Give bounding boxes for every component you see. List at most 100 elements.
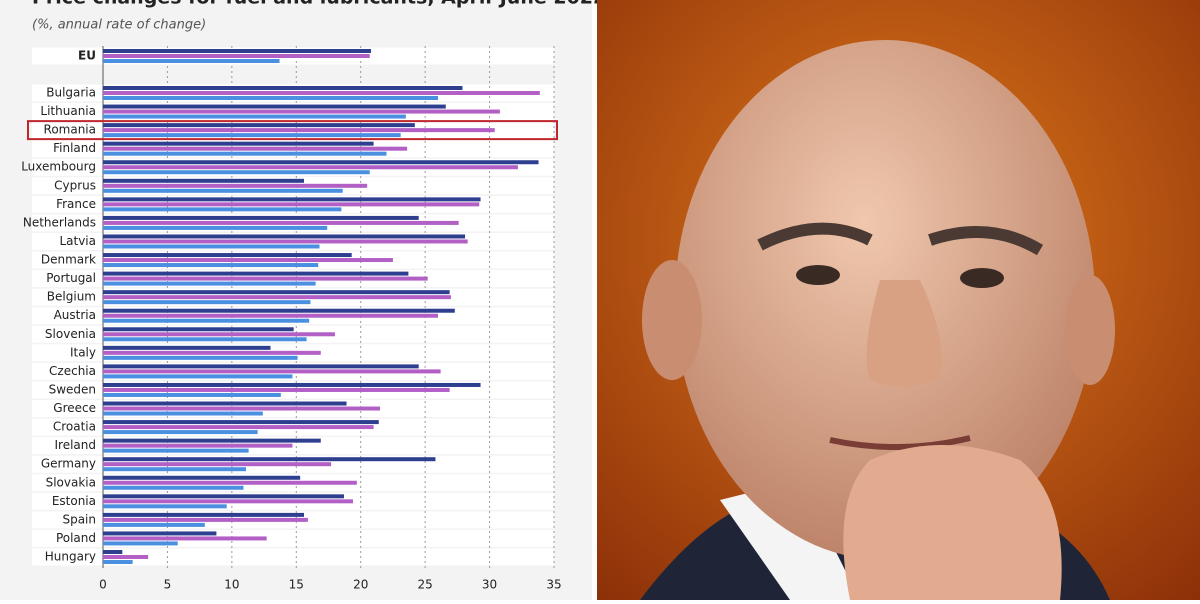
y-tick-label: Hungary	[45, 550, 96, 564]
y-tick-label: EU	[78, 49, 96, 63]
y-tick-label: Slovenia	[45, 327, 96, 341]
y-tick-label: Portugal	[46, 271, 96, 285]
bar	[103, 475, 301, 480]
bar	[103, 364, 419, 369]
bar	[103, 202, 480, 207]
y-tick-label: Latvia	[59, 234, 96, 248]
fist	[843, 445, 1062, 600]
y-tick-label: France	[56, 197, 96, 211]
bar	[103, 448, 249, 453]
y-tick-label: Belgium	[47, 290, 96, 304]
bar	[103, 263, 319, 268]
bar	[103, 531, 217, 536]
chart: 0 5 10 15 20 25 30 35 EU Bulgaria Lithuania Romania…	[21, 46, 562, 592]
bar	[103, 109, 500, 114]
bar	[103, 151, 387, 156]
row-band	[32, 548, 554, 566]
bar	[103, 425, 374, 430]
bar	[103, 462, 332, 467]
ear	[642, 260, 702, 380]
bar	[103, 244, 320, 249]
bar	[103, 308, 455, 313]
bar	[103, 550, 123, 554]
y-tick-label: Lithuania	[40, 104, 96, 118]
bar	[103, 276, 428, 281]
y-tick-label: Bulgaria	[46, 86, 96, 100]
chart-subtitle: (%, annual rate of change)	[32, 18, 206, 33]
bar	[103, 281, 316, 286]
bar	[103, 494, 344, 499]
bar	[103, 332, 335, 337]
bar	[103, 91, 540, 95]
y-tick-label: Ireland	[54, 438, 96, 452]
bar	[103, 59, 280, 63]
eye	[960, 268, 1004, 288]
bar	[103, 96, 439, 100]
bar	[103, 258, 393, 263]
bar	[103, 234, 466, 239]
bar	[103, 387, 450, 392]
bar	[103, 146, 408, 151]
bar	[103, 392, 281, 397]
mouth	[829, 435, 971, 450]
bar	[103, 443, 293, 448]
bar	[103, 374, 293, 379]
bar	[103, 170, 370, 175]
eyebrow	[757, 222, 873, 251]
y-tick-label: Romania	[44, 123, 96, 137]
chart-title: Price changes for fuel and lubricants, A…	[32, 0, 606, 9]
bar	[103, 128, 495, 133]
bar	[103, 165, 518, 170]
bar	[103, 499, 353, 504]
bar	[103, 406, 381, 411]
bar	[103, 467, 247, 472]
bar	[103, 430, 258, 435]
bar	[103, 541, 178, 546]
y-tick-label: Austria	[54, 308, 96, 322]
bar	[103, 485, 244, 490]
bar	[103, 369, 441, 374]
bar	[103, 420, 379, 425]
y-tick-label: Germany	[41, 457, 96, 471]
bar	[103, 197, 481, 202]
photo	[597, 0, 1200, 600]
bar	[103, 133, 401, 138]
bar	[103, 178, 305, 183]
y-tick-label: Luxembourg	[21, 160, 96, 174]
bar	[103, 183, 368, 188]
x-tick-label: 15	[289, 578, 304, 592]
y-tick-label: Slovakia	[46, 475, 96, 489]
bar	[103, 49, 372, 53]
bar	[103, 411, 263, 416]
ear	[1065, 275, 1115, 385]
eye	[796, 265, 840, 285]
x-tick-label: 30	[482, 578, 497, 592]
eyebrow	[928, 226, 1044, 256]
bar	[103, 220, 459, 225]
bar	[103, 504, 227, 509]
y-tick-label: Italy	[70, 345, 96, 359]
bar	[103, 123, 415, 128]
y-tick-label: Czechia	[49, 364, 96, 378]
bar	[103, 536, 267, 541]
y-tick-label: Croatia	[53, 420, 96, 434]
bar	[103, 355, 298, 360]
bar	[103, 382, 481, 387]
bar	[103, 86, 463, 90]
x-tick-label: 20	[353, 578, 368, 592]
bar	[103, 290, 450, 295]
bar	[103, 560, 133, 564]
bar	[103, 225, 328, 230]
y-tick-label: Estonia	[52, 494, 96, 508]
bar	[103, 188, 343, 193]
nose	[866, 280, 942, 388]
bar	[103, 253, 352, 258]
bar	[103, 555, 149, 559]
x-tick-label: 10	[224, 578, 239, 592]
bar	[103, 522, 205, 527]
y-tick-label: Sweden	[49, 382, 96, 396]
y-tick-label: Netherlands	[23, 215, 96, 229]
y-tick-label: Greece	[53, 401, 96, 415]
x-tick-label: 25	[418, 578, 433, 592]
